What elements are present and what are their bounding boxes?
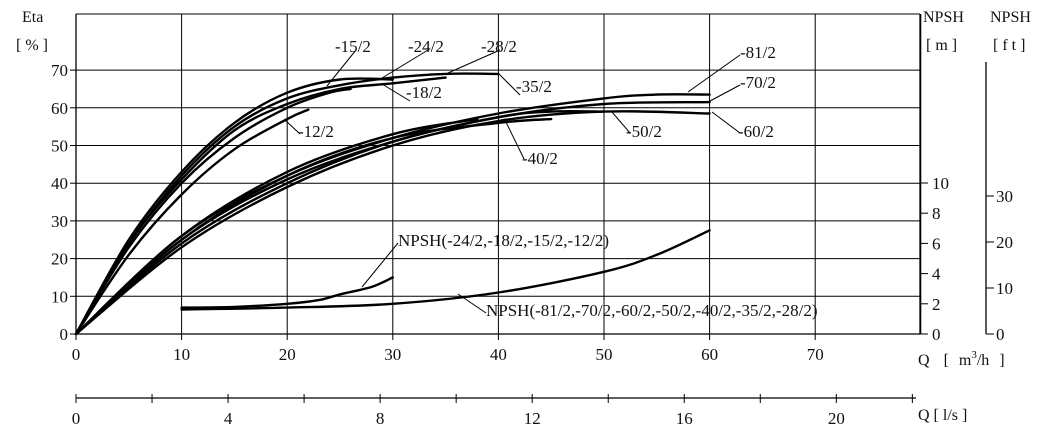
curve-label: -60/2 (738, 122, 774, 141)
y-axis-unit: [ % ] (16, 37, 48, 54)
label-leader (361, 242, 399, 288)
curve-label: -12/2 (298, 122, 334, 141)
y-tick-label: 50 (51, 137, 68, 156)
y-tick-label: 70 (51, 61, 68, 80)
y3-axis-unit: [ f t ] (993, 37, 1025, 54)
series-eta-40-2-line (74, 117, 553, 336)
curve-label: -70/2 (740, 73, 776, 92)
label-leader (447, 49, 501, 74)
label-leader (381, 83, 411, 102)
label-leader (497, 72, 521, 96)
label-leader (504, 119, 525, 160)
series-eta-18-2-line (74, 76, 447, 336)
curves (74, 72, 711, 336)
y2-tick-label: 4 (932, 265, 941, 284)
y-tick-label: 20 (51, 250, 68, 269)
series-npsh-small-line (180, 276, 394, 309)
y3-tick-label: 30 (996, 187, 1013, 206)
label-leader (284, 119, 301, 135)
label-leader (381, 49, 429, 79)
y3-tick-label: 0 (996, 325, 1005, 344)
x-tick-label: 60 (701, 345, 718, 364)
x2-axis-title: Q [ l/s ] (918, 407, 967, 424)
curve-label: NPSH(-24/2,-18/2,-15/2,-12/2) (398, 231, 609, 250)
y2-tick-label: 0 (932, 325, 941, 344)
series-eta-50-2-line (74, 109, 606, 336)
series-npsh-large-line (180, 229, 711, 311)
y2-axis-title: NPSH (923, 9, 964, 26)
curve-labels: -15/2 -24/2 -28/2 -18/2 -35/2 -12/2 -81/2 -70/2… (298, 37, 817, 320)
x-axis-title: Q [ m3/h ] (918, 349, 1005, 369)
x-tick-label: 0 (72, 345, 81, 364)
label-leader (709, 84, 741, 102)
series-eta-28-2-line (74, 72, 500, 336)
label-leader (687, 54, 741, 93)
curve-label: -81/2 (740, 43, 776, 62)
x2-tick-label: 12 (524, 409, 541, 428)
x-tick-label: 20 (279, 345, 296, 364)
x2-tick-label: 16 (676, 409, 693, 428)
x-tick-label: 10 (173, 345, 190, 364)
y2-tick-label: 8 (932, 204, 941, 223)
y3-tick-label: 20 (996, 233, 1013, 252)
x-tick-label: 50 (596, 345, 613, 364)
y2-tick-label: 6 (932, 234, 941, 253)
y-tick-label: 30 (51, 212, 68, 231)
y-tick-label: 60 (51, 99, 68, 118)
x2-tick-label: 20 (828, 409, 845, 428)
y2-tick-label: 10 (932, 174, 949, 193)
label-leader (711, 111, 741, 134)
y-tick-label: 10 (51, 287, 68, 306)
curve-label: -50/2 (626, 122, 662, 141)
x-tick-label: 70 (807, 345, 824, 364)
y-axis-title: Eta (22, 9, 43, 26)
y-tick-label: 0 (60, 325, 69, 344)
label-leader (611, 111, 631, 134)
y3-axis-title: NPSH (990, 9, 1031, 26)
y3-tick-label: 10 (996, 279, 1013, 298)
curve-label: -35/2 (516, 77, 552, 96)
curve-label: NPSH(-81/2,-70/2,-60/2,-50/2,-40/2,-35/2… (486, 301, 817, 320)
y-tick-label: 40 (51, 174, 68, 193)
label-leader (457, 293, 487, 314)
series-eta-15-2-line (74, 87, 352, 336)
label-leader (326, 49, 357, 87)
curve-label: -40/2 (522, 149, 558, 168)
curve-label: -28/2 (481, 37, 517, 56)
y2-tick-label: 2 (932, 295, 941, 314)
x-tick-label: 30 (384, 345, 401, 364)
curve-label: -15/2 (335, 37, 371, 56)
curve-label: -24/2 (408, 37, 444, 56)
series-eta-12-2-line (74, 108, 310, 336)
y2-axis-unit: [ m ] (926, 37, 957, 54)
x2-tick-label: 0 (72, 409, 81, 428)
label-leaders (284, 49, 741, 314)
x-tick-label: 40 (490, 345, 507, 364)
series-eta-24-2-line (74, 77, 394, 336)
series-eta-35-2-line (74, 117, 479, 336)
curve-label: -18/2 (406, 83, 442, 102)
x2-tick-label: 4 (224, 409, 233, 428)
x2-tick-label: 8 (376, 409, 385, 428)
